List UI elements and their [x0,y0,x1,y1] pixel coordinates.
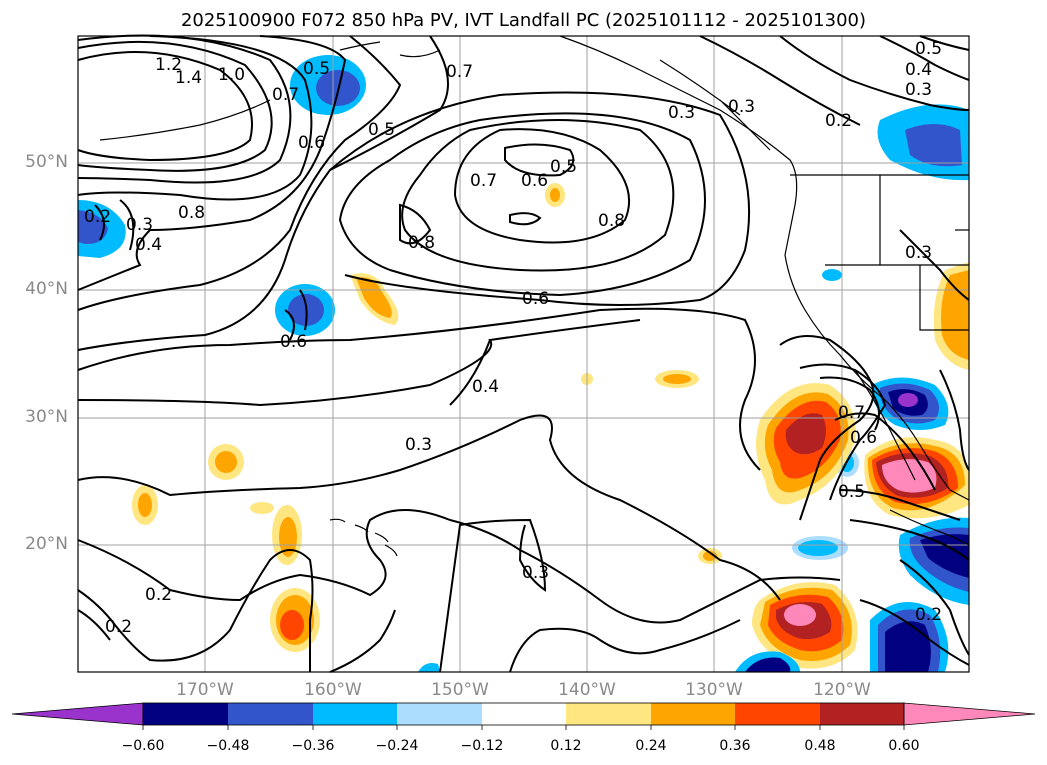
colorbar-tick-label: −0.24 [375,738,419,754]
lon-label: 170°W [176,680,234,700]
pos-anomaly-patch [138,493,152,517]
pos-anomaly-patch [784,604,816,626]
neg-anomaly-patch [905,124,962,167]
contour-label: 0.6 [280,332,307,352]
colorbar-segment [228,703,313,725]
colorbar-segment [313,703,397,725]
contour-label: 0.4 [905,60,932,80]
colorbar-extend-min [11,702,144,726]
contour-label: 0.6 [521,171,548,191]
pos-anomaly-patch [250,502,274,514]
colorbar-tick-label: −0.12 [460,738,504,754]
contour-label: 0.2 [84,207,111,227]
neg-anomaly-patch [885,621,931,672]
neg-anomaly-patch [418,663,440,672]
colorbar-segment [735,703,820,725]
colorbar-tick-label: −0.60 [121,738,165,754]
colorbar-tick-label: 0.36 [719,738,751,754]
contour-label: 0.3 [405,435,432,455]
coastlines [99,35,970,557]
lat-label: 40°N [25,279,68,299]
lon-label: 120°W [813,680,871,700]
map-title: 2025100900 F072 850 hPa PV, IVT Landfall… [180,10,867,31]
colorbar-segment [566,703,651,725]
contour-label: 0.6 [298,133,325,153]
neg-anomaly-patch [798,540,838,556]
lon-label: 130°W [685,680,743,700]
contour-label: 0.7 [446,62,473,82]
contour-label: 0.3 [905,243,932,263]
neg-anomaly-patch [745,657,791,672]
contour-label: 0.2 [145,585,172,605]
colorbar-segment [651,703,735,725]
colorbar-segment [482,703,566,725]
contour-label: 0.3 [668,103,695,123]
colorbar-tick-label: 0.60 [888,738,920,754]
contour-label: 0.6 [850,428,877,448]
lon-label: 150°W [431,680,489,700]
contour-label: 0.7 [838,403,865,423]
contour-label: 1.4 [175,68,202,88]
colorbar-tick-label: −0.48 [206,738,250,754]
contour-label: 0.5 [303,59,330,79]
graticule [78,36,969,672]
colorbar [11,702,1036,730]
pv-contours [77,34,970,673]
pc-fill-layer [78,55,969,672]
pos-anomaly-patch [356,277,392,318]
colorbar-tick-label: −0.36 [291,738,335,754]
contour-label: 0.8 [408,233,435,253]
contour-label: 0.2 [915,605,942,625]
neg-anomaly-patch [898,393,918,407]
contour-label: 0.7 [272,85,299,105]
contour-label: 0.5 [838,482,865,502]
contour-label: 0.3 [728,97,755,117]
contour-label: 0.4 [135,235,162,255]
colorbar-tick-label: 0.12 [550,738,582,754]
neg-anomaly-patch [822,269,842,281]
contour-label: 0.2 [825,111,852,131]
contour-label: 0.8 [178,203,205,223]
contour-label: 0.8 [598,211,625,231]
pos-anomaly-patch [280,610,304,640]
contour-label: 0.5 [915,39,942,59]
contour-label: 0.7 [470,171,497,191]
colorbar-tick-label: 0.24 [635,738,667,754]
pos-anomaly-patch [550,188,560,202]
lat-label: 30°N [25,407,68,427]
lat-label: 20°N [25,534,68,554]
pos-anomaly-patch [663,374,691,384]
lon-label: 140°W [558,680,616,700]
pos-anomaly-patch [785,413,826,455]
contour-label: 0.5 [368,120,395,140]
neg-anomaly-patch [78,210,108,245]
contour-label: 1.0 [218,65,245,85]
contour-label: 0.3 [126,215,153,235]
contour-label: 0.5 [550,157,577,177]
pos-anomaly-patch [215,451,237,473]
contour-label: 0.6 [522,289,549,309]
contour-label-layer: 1.2 1.4 1.0 0.7 0.6 0.5 0.5 0.7 0.8 0.2 … [84,39,942,637]
colorbar-segment [143,703,228,725]
colorbar-tick-label: 0.48 [804,738,836,754]
map-frame [77,35,970,673]
colorbar-extend-max [903,702,1036,726]
contour-label: 0.4 [472,377,499,397]
colorbar-segment [397,703,482,725]
colorbar-segment [820,703,904,725]
pos-anomaly-patch [279,517,297,557]
lat-label: 50°N [25,152,68,172]
contour-label: 0.2 [105,617,132,637]
contour-label: 0.3 [522,563,549,583]
contour-label: 0.3 [905,80,932,100]
pos-anomaly-patch [941,270,969,360]
lon-label: 160°W [304,680,362,700]
contour-label: 1.2 [155,55,182,75]
